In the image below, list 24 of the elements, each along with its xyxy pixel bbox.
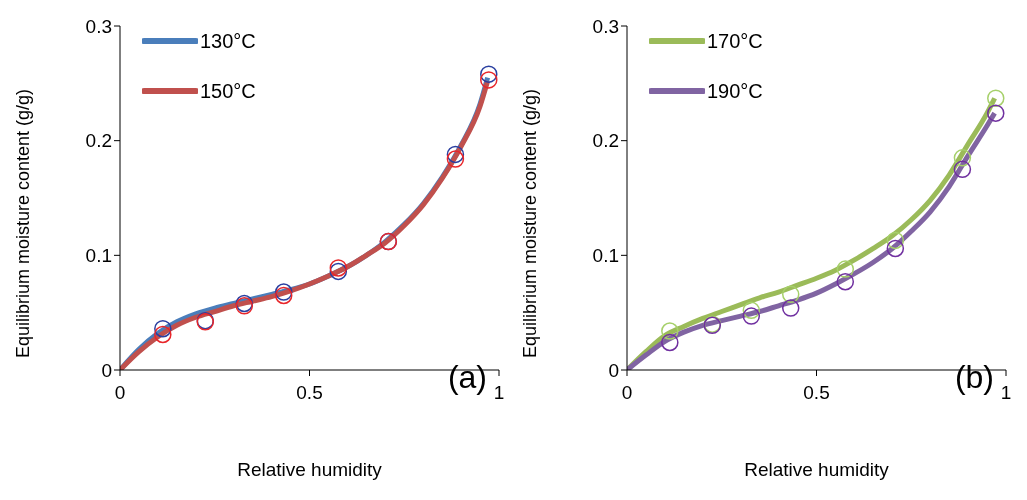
- annotation: (a): [447, 359, 487, 396]
- y-tick-label: 0: [101, 359, 112, 381]
- x-tick-label: 0: [114, 382, 126, 404]
- x-tick-label: 0: [621, 382, 633, 404]
- x-axis-title: Relative humidity: [744, 459, 890, 480]
- legend-label: 150°C: [200, 79, 256, 103]
- x-tick-label: 0.5: [296, 382, 323, 404]
- y-tick-label: 0.3: [85, 15, 112, 37]
- x-tick-label: 0.5: [803, 382, 830, 404]
- y-tick-label: 0.1: [592, 245, 619, 267]
- legend-label: 170°C: [707, 29, 763, 53]
- y-axis-title: Equilibrium moisture content (g/g): [520, 88, 541, 358]
- annotation: (b): [954, 359, 994, 396]
- legend-label: 130°C: [200, 29, 256, 53]
- legend-label: 190°C: [707, 79, 763, 103]
- x-axis-title: Relative humidity: [237, 459, 383, 480]
- x-tick-label: 1: [1000, 382, 1012, 404]
- y-tick-label: 0.3: [592, 15, 619, 37]
- y-tick-label: 0.2: [592, 130, 619, 152]
- y-tick-label: 0.1: [85, 245, 112, 267]
- y-axis-title: Equilibrium moisture content (g/g): [13, 88, 34, 358]
- y-tick-label: 0.2: [85, 130, 112, 152]
- y-tick-label: 0: [608, 359, 619, 381]
- x-tick-label: 1: [493, 382, 505, 404]
